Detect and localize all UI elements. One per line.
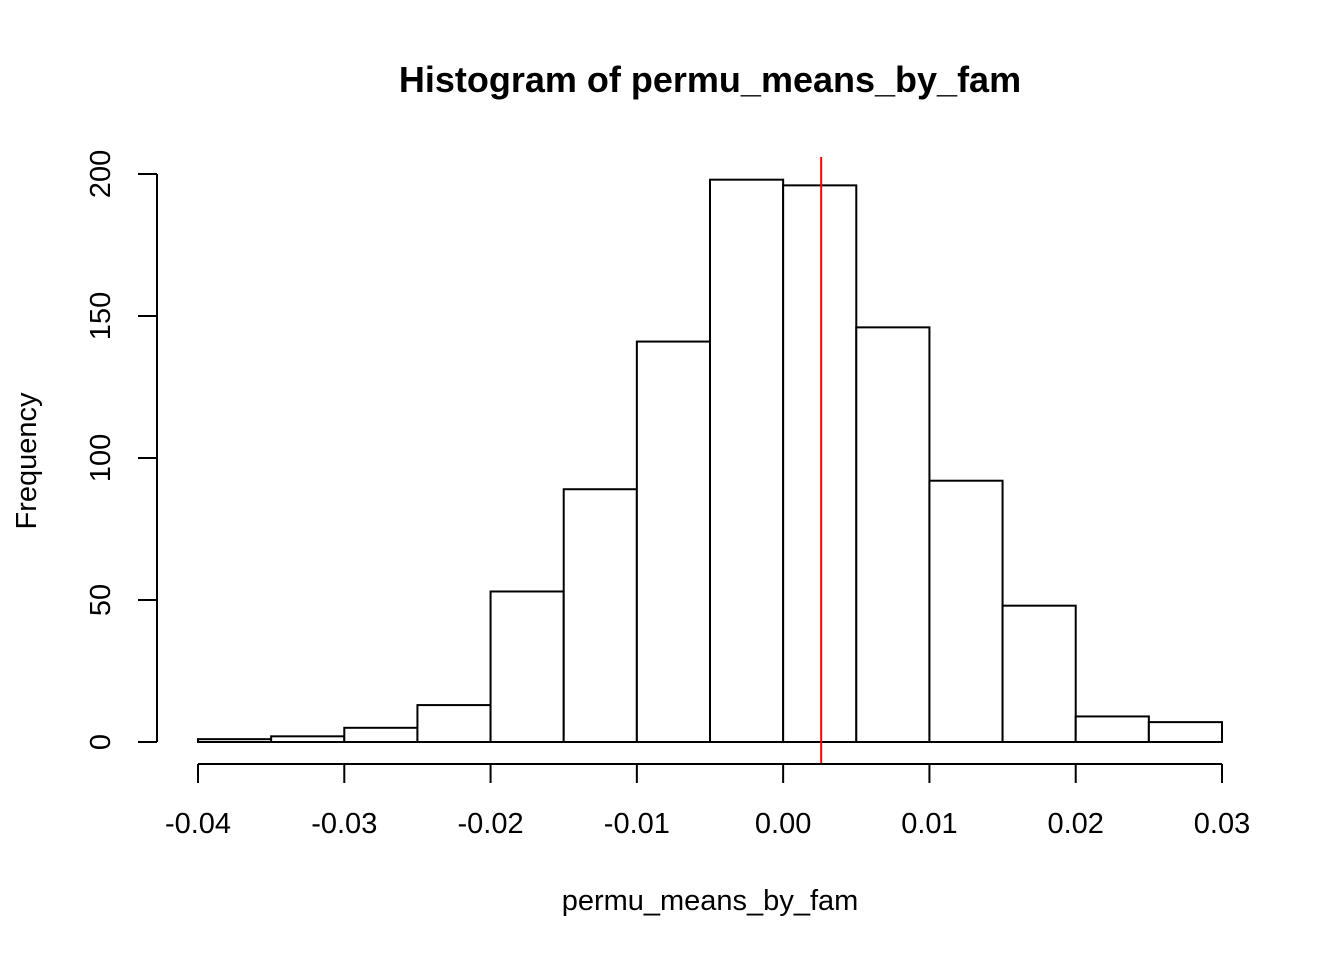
x-tick-label: -0.02 — [458, 808, 524, 840]
x-axis: -0.04 -0.03 -0.02 -0.01 0.00 0.01 0.02 0.03 — [165, 763, 1250, 840]
x-tick-label: 0.01 — [901, 808, 957, 840]
histogram-bar — [1074, 715, 1150, 744]
histogram-bar — [855, 326, 931, 743]
x-axis-label: permu_means_by_fam — [562, 885, 859, 917]
histogram-bar — [635, 340, 711, 743]
y-tick-label: 150 — [85, 292, 117, 340]
bars — [197, 178, 1224, 744]
y-tick-label: 200 — [85, 150, 117, 198]
histogram-bar — [782, 184, 858, 744]
histogram-bar — [343, 726, 419, 743]
y-axis-label: Frequency — [11, 392, 43, 530]
histogram-bar — [562, 488, 638, 743]
chart-title: Histogram of permu_means_by_fam — [399, 59, 1021, 100]
y-axis: 0 50 100 150 200 — [85, 150, 158, 750]
x-tick-label: 0.00 — [755, 808, 811, 840]
x-tick-label: -0.04 — [165, 808, 231, 840]
histogram-bar — [1147, 721, 1224, 743]
x-tick-label: 0.02 — [1047, 808, 1103, 840]
y-tick-label: 50 — [85, 584, 117, 616]
histogram-bar — [928, 479, 1004, 743]
y-tick-label: 100 — [85, 434, 117, 482]
x-tick-label: -0.01 — [604, 808, 670, 840]
histogram-bar — [489, 590, 565, 743]
histogram-bar — [1001, 604, 1077, 743]
x-tick-label: -0.03 — [311, 808, 377, 840]
histogram-bar — [197, 738, 273, 743]
y-tick-label: 0 — [85, 734, 117, 750]
histogram-bar — [709, 178, 785, 743]
x-tick-label: 0.03 — [1194, 808, 1250, 840]
histogram-bar — [270, 735, 346, 744]
histogram-bar — [416, 704, 492, 744]
